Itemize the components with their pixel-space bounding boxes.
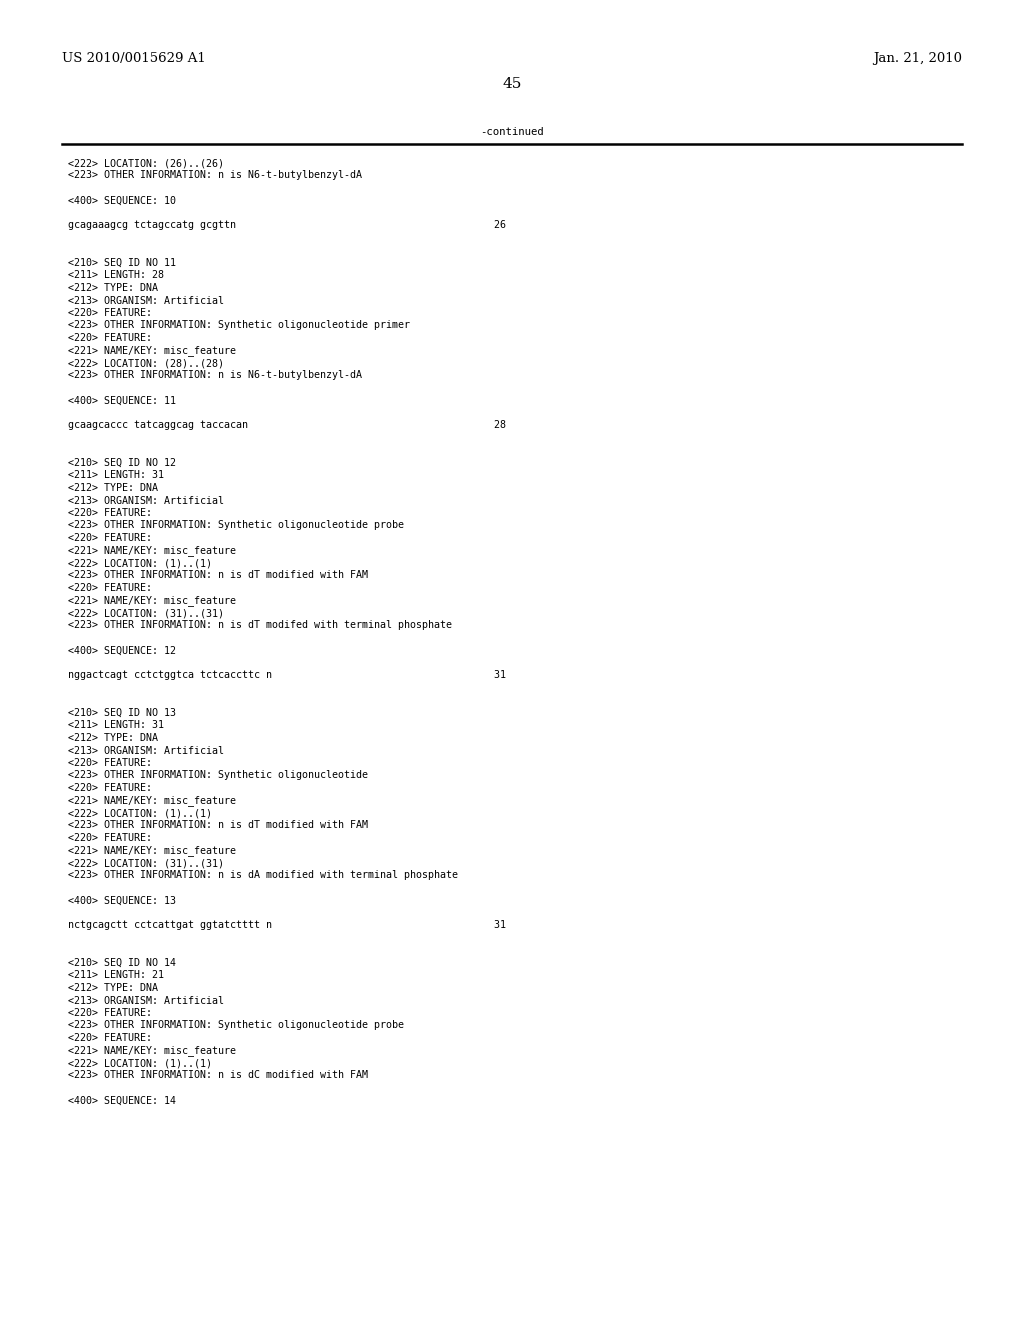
Text: <222> LOCATION: (31)..(31): <222> LOCATION: (31)..(31) bbox=[68, 858, 224, 869]
Text: <220> FEATURE:: <220> FEATURE: bbox=[68, 583, 152, 593]
Text: <213> ORGANISM: Artificial: <213> ORGANISM: Artificial bbox=[68, 495, 224, 506]
Text: <223> OTHER INFORMATION: Synthetic oligonucleotide probe: <223> OTHER INFORMATION: Synthetic oligo… bbox=[68, 520, 404, 531]
Text: <212> TYPE: DNA: <212> TYPE: DNA bbox=[68, 483, 158, 492]
Text: <221> NAME/KEY: misc_feature: <221> NAME/KEY: misc_feature bbox=[68, 595, 236, 606]
Text: nggactcagt cctctggtca tctcaccttc n                                     31: nggactcagt cctctggtca tctcaccttc n 31 bbox=[68, 671, 506, 681]
Text: <222> LOCATION: (1)..(1): <222> LOCATION: (1)..(1) bbox=[68, 808, 212, 818]
Text: <223> OTHER INFORMATION: n is dT modified with FAM: <223> OTHER INFORMATION: n is dT modifie… bbox=[68, 821, 368, 830]
Text: <210> SEQ ID NO 14: <210> SEQ ID NO 14 bbox=[68, 958, 176, 968]
Text: 45: 45 bbox=[503, 77, 521, 91]
Text: <213> ORGANISM: Artificial: <213> ORGANISM: Artificial bbox=[68, 995, 224, 1006]
Text: <222> LOCATION: (28)..(28): <222> LOCATION: (28)..(28) bbox=[68, 358, 224, 368]
Text: <400> SEQUENCE: 13: <400> SEQUENCE: 13 bbox=[68, 895, 176, 906]
Text: <220> FEATURE:: <220> FEATURE: bbox=[68, 1008, 152, 1018]
Text: <213> ORGANISM: Artificial: <213> ORGANISM: Artificial bbox=[68, 746, 224, 755]
Text: <223> OTHER INFORMATION: n is dT modifed with terminal phosphate: <223> OTHER INFORMATION: n is dT modifed… bbox=[68, 620, 452, 631]
Text: <223> OTHER INFORMATION: n is dC modified with FAM: <223> OTHER INFORMATION: n is dC modifie… bbox=[68, 1071, 368, 1081]
Text: <211> LENGTH: 31: <211> LENGTH: 31 bbox=[68, 721, 164, 730]
Text: <221> NAME/KEY: misc_feature: <221> NAME/KEY: misc_feature bbox=[68, 346, 236, 356]
Text: <220> FEATURE:: <220> FEATURE: bbox=[68, 783, 152, 793]
Text: <210> SEQ ID NO 12: <210> SEQ ID NO 12 bbox=[68, 458, 176, 469]
Text: <212> TYPE: DNA: <212> TYPE: DNA bbox=[68, 983, 158, 993]
Text: <211> LENGTH: 31: <211> LENGTH: 31 bbox=[68, 470, 164, 480]
Text: nctgcagctt cctcattgat ggtatctttt n                                     31: nctgcagctt cctcattgat ggtatctttt n 31 bbox=[68, 920, 506, 931]
Text: <220> FEATURE:: <220> FEATURE: bbox=[68, 333, 152, 343]
Text: <222> LOCATION: (1)..(1): <222> LOCATION: (1)..(1) bbox=[68, 1059, 212, 1068]
Text: <220> FEATURE:: <220> FEATURE: bbox=[68, 308, 152, 318]
Text: <211> LENGTH: 21: <211> LENGTH: 21 bbox=[68, 970, 164, 981]
Text: -continued: -continued bbox=[480, 127, 544, 137]
Text: <223> OTHER INFORMATION: Synthetic oligonucleotide probe: <223> OTHER INFORMATION: Synthetic oligo… bbox=[68, 1020, 404, 1031]
Text: <221> NAME/KEY: misc_feature: <221> NAME/KEY: misc_feature bbox=[68, 846, 236, 857]
Text: <210> SEQ ID NO 11: <210> SEQ ID NO 11 bbox=[68, 257, 176, 268]
Text: gcagaaagcg tctagccatg gcgttn                                           26: gcagaaagcg tctagccatg gcgttn 26 bbox=[68, 220, 506, 231]
Text: <400> SEQUENCE: 10: <400> SEQUENCE: 10 bbox=[68, 195, 176, 206]
Text: <400> SEQUENCE: 11: <400> SEQUENCE: 11 bbox=[68, 396, 176, 405]
Text: <222> LOCATION: (1)..(1): <222> LOCATION: (1)..(1) bbox=[68, 558, 212, 568]
Text: US 2010/0015629 A1: US 2010/0015629 A1 bbox=[62, 51, 206, 65]
Text: <223> OTHER INFORMATION: n is N6-t-butylbenzyl-dA: <223> OTHER INFORMATION: n is N6-t-butyl… bbox=[68, 371, 362, 380]
Text: <222> LOCATION: (26)..(26): <222> LOCATION: (26)..(26) bbox=[68, 158, 224, 168]
Text: <223> OTHER INFORMATION: n is N6-t-butylbenzyl-dA: <223> OTHER INFORMATION: n is N6-t-butyl… bbox=[68, 170, 362, 181]
Text: Jan. 21, 2010: Jan. 21, 2010 bbox=[873, 51, 962, 65]
Text: <220> FEATURE:: <220> FEATURE: bbox=[68, 1034, 152, 1043]
Text: <221> NAME/KEY: misc_feature: <221> NAME/KEY: misc_feature bbox=[68, 796, 236, 807]
Text: <210> SEQ ID NO 13: <210> SEQ ID NO 13 bbox=[68, 708, 176, 718]
Text: <223> OTHER INFORMATION: n is dT modified with FAM: <223> OTHER INFORMATION: n is dT modifie… bbox=[68, 570, 368, 581]
Text: <223> OTHER INFORMATION: Synthetic oligonucleotide primer: <223> OTHER INFORMATION: Synthetic oligo… bbox=[68, 321, 410, 330]
Text: <220> FEATURE:: <220> FEATURE: bbox=[68, 758, 152, 768]
Text: <213> ORGANISM: Artificial: <213> ORGANISM: Artificial bbox=[68, 296, 224, 305]
Text: <212> TYPE: DNA: <212> TYPE: DNA bbox=[68, 282, 158, 293]
Text: <223> OTHER INFORMATION: n is dA modified with terminal phosphate: <223> OTHER INFORMATION: n is dA modifie… bbox=[68, 870, 458, 880]
Text: <221> NAME/KEY: misc_feature: <221> NAME/KEY: misc_feature bbox=[68, 1045, 236, 1056]
Text: <223> OTHER INFORMATION: Synthetic oligonucleotide: <223> OTHER INFORMATION: Synthetic oligo… bbox=[68, 771, 368, 780]
Text: <220> FEATURE:: <220> FEATURE: bbox=[68, 508, 152, 517]
Text: <222> LOCATION: (31)..(31): <222> LOCATION: (31)..(31) bbox=[68, 609, 224, 618]
Text: <220> FEATURE:: <220> FEATURE: bbox=[68, 833, 152, 843]
Text: gcaagcaccc tatcaggcag taccacan                                         28: gcaagcaccc tatcaggcag taccacan 28 bbox=[68, 421, 506, 430]
Text: <221> NAME/KEY: misc_feature: <221> NAME/KEY: misc_feature bbox=[68, 545, 236, 557]
Text: <220> FEATURE:: <220> FEATURE: bbox=[68, 533, 152, 543]
Text: <211> LENGTH: 28: <211> LENGTH: 28 bbox=[68, 271, 164, 281]
Text: <400> SEQUENCE: 12: <400> SEQUENCE: 12 bbox=[68, 645, 176, 656]
Text: <212> TYPE: DNA: <212> TYPE: DNA bbox=[68, 733, 158, 743]
Text: <400> SEQUENCE: 14: <400> SEQUENCE: 14 bbox=[68, 1096, 176, 1106]
